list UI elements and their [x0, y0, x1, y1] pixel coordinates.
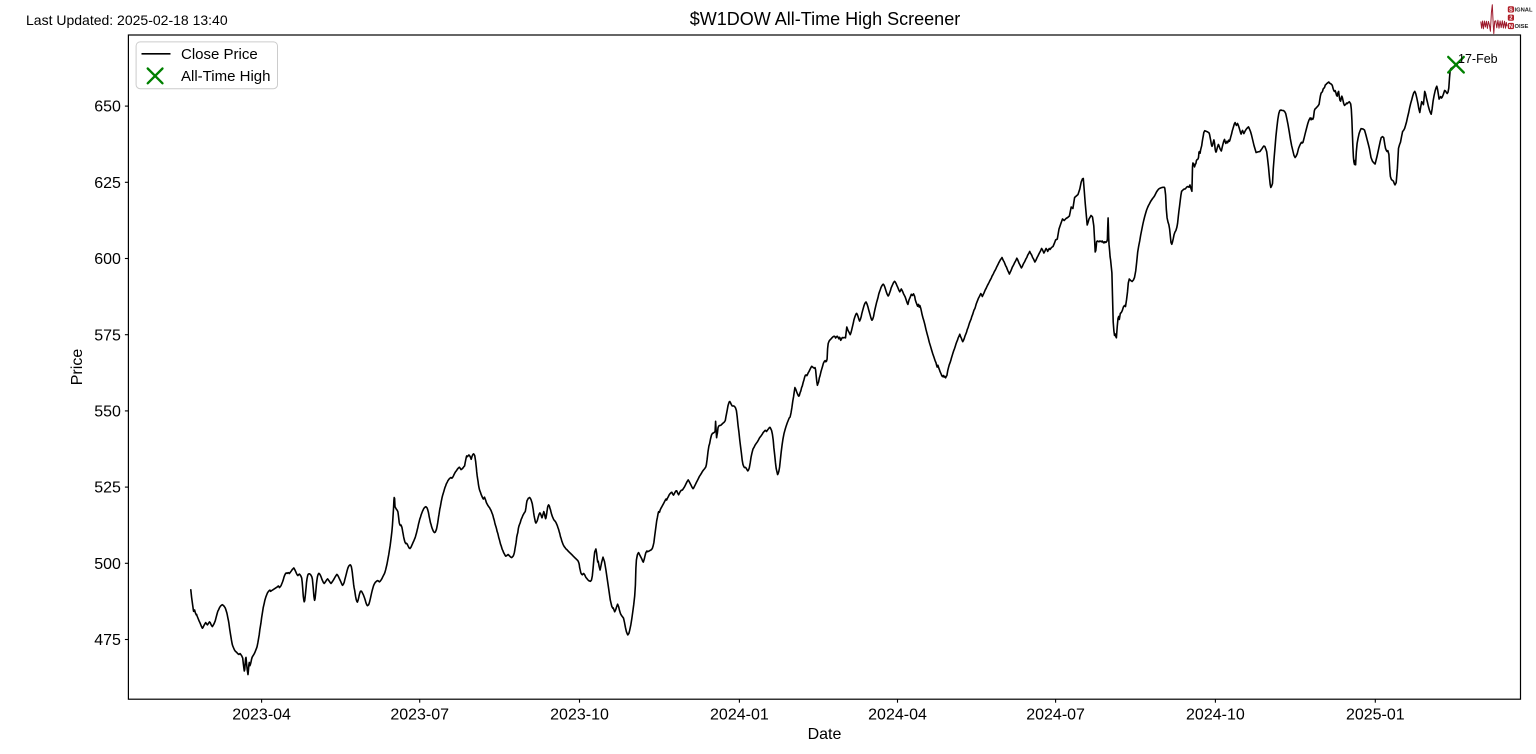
svg-text:2025-01: 2025-01	[1346, 707, 1405, 724]
svg-text:2023-04: 2023-04	[232, 707, 291, 724]
svg-text:2023-10: 2023-10	[550, 707, 609, 724]
svg-text:$W1DOW All-Time High Screener: $W1DOW All-Time High Screener	[690, 9, 960, 29]
svg-text:575: 575	[94, 327, 121, 344]
svg-text:IGNAL: IGNAL	[1515, 7, 1533, 13]
svg-text:All-Time High: All-Time High	[181, 68, 270, 85]
svg-text:2023-07: 2023-07	[390, 707, 449, 724]
svg-text:2024-04: 2024-04	[868, 707, 927, 724]
svg-text:OISE: OISE	[1515, 24, 1529, 30]
svg-text:17-Feb: 17-Feb	[1458, 52, 1498, 66]
svg-text:Date: Date	[808, 726, 842, 743]
svg-text:N: N	[1509, 24, 1513, 30]
svg-text:Price: Price	[69, 349, 86, 386]
svg-text:2024-01: 2024-01	[710, 707, 769, 724]
svg-text:Close Price: Close Price	[181, 46, 258, 63]
svg-text:475: 475	[94, 632, 121, 649]
svg-text:2024-10: 2024-10	[1186, 707, 1245, 724]
svg-text:2024-07: 2024-07	[1026, 707, 1085, 724]
svg-text:525: 525	[94, 480, 121, 497]
svg-text:650: 650	[94, 99, 121, 116]
svg-text:600: 600	[94, 251, 121, 268]
svg-text:Last Updated: 2025-02-18 13:40: Last Updated: 2025-02-18 13:40	[26, 12, 228, 28]
svg-text:S: S	[1509, 7, 1513, 13]
svg-text:2: 2	[1509, 16, 1512, 22]
svg-text:500: 500	[94, 556, 121, 573]
svg-text:550: 550	[94, 404, 121, 421]
svg-text:625: 625	[94, 175, 121, 192]
